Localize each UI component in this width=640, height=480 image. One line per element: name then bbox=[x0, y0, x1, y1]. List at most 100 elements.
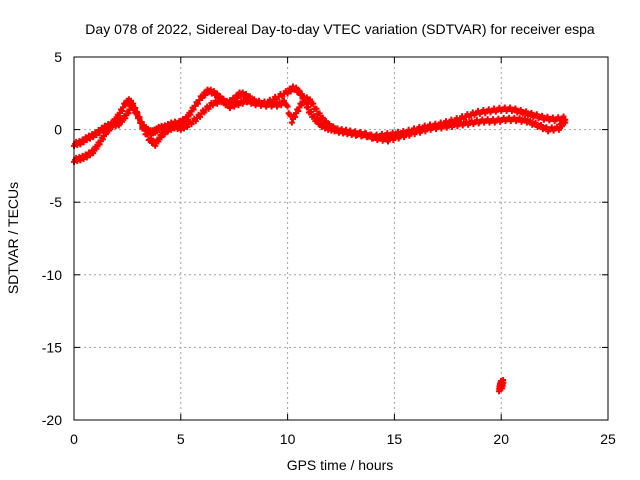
data-point bbox=[549, 114, 556, 121]
data-point bbox=[500, 379, 507, 386]
data-point bbox=[323, 118, 330, 125]
data-point bbox=[539, 112, 546, 119]
data-point bbox=[303, 94, 310, 101]
data-point bbox=[383, 134, 390, 141]
data-point bbox=[372, 133, 379, 140]
data-point bbox=[517, 106, 524, 113]
data-point bbox=[99, 136, 106, 143]
data-point bbox=[152, 142, 159, 149]
data-point bbox=[512, 105, 519, 112]
data-point bbox=[473, 117, 480, 124]
data-point bbox=[516, 115, 523, 122]
data-point bbox=[491, 105, 498, 112]
data-point bbox=[119, 108, 126, 115]
data-point bbox=[296, 87, 303, 94]
data-point bbox=[394, 128, 401, 135]
data-point bbox=[400, 128, 407, 135]
data-point bbox=[378, 130, 385, 137]
data-point bbox=[389, 129, 396, 136]
data-point bbox=[130, 104, 137, 111]
x-tick-label: 25 bbox=[600, 431, 616, 447]
x-tick-label: 15 bbox=[387, 431, 403, 447]
y-tick-label: -20 bbox=[42, 412, 62, 428]
data-point bbox=[292, 113, 299, 120]
y-tick-label: 0 bbox=[54, 122, 62, 138]
x-tick-label: 5 bbox=[177, 431, 185, 447]
data-point bbox=[511, 114, 518, 121]
data-point bbox=[242, 90, 249, 97]
data-point bbox=[496, 104, 503, 111]
data-point bbox=[533, 111, 540, 118]
data-point bbox=[377, 134, 384, 141]
data-point bbox=[507, 104, 514, 111]
series-2 bbox=[71, 94, 569, 165]
data-point bbox=[221, 97, 228, 104]
data-point bbox=[141, 125, 148, 132]
data-point bbox=[468, 117, 475, 124]
data-point bbox=[93, 145, 100, 152]
data-point bbox=[147, 135, 154, 142]
chart-title: Day 078 of 2022, Sidereal Day-to-day VTE… bbox=[85, 21, 595, 37]
data-point bbox=[187, 111, 194, 118]
data-point bbox=[523, 108, 530, 115]
x-tick-label: 20 bbox=[493, 431, 509, 447]
data-point bbox=[548, 124, 555, 131]
data-point bbox=[562, 119, 569, 126]
data-point bbox=[463, 118, 470, 125]
y-tick-label: -10 bbox=[42, 267, 62, 283]
data-point bbox=[543, 124, 550, 131]
x-tick-label: 10 bbox=[280, 431, 296, 447]
data-point bbox=[197, 113, 204, 120]
data-point bbox=[425, 123, 432, 130]
data-point bbox=[90, 150, 97, 157]
data-point bbox=[295, 108, 302, 115]
x-axis-label: GPS time / hours bbox=[287, 457, 394, 473]
data-point bbox=[457, 119, 464, 126]
y-tick-label: -5 bbox=[50, 194, 63, 210]
data-point bbox=[431, 122, 438, 129]
data-point bbox=[314, 116, 321, 123]
data-point bbox=[144, 131, 151, 138]
data-point bbox=[311, 113, 318, 120]
data-point bbox=[281, 97, 288, 104]
y-axis-label: SDTVAR / TECUs bbox=[5, 182, 21, 294]
data-point bbox=[532, 119, 539, 126]
data-point bbox=[544, 113, 551, 120]
data-point bbox=[356, 129, 363, 136]
data-point bbox=[485, 106, 492, 113]
data-point bbox=[384, 130, 391, 137]
data-point bbox=[528, 109, 535, 116]
data-point bbox=[522, 115, 529, 122]
data-point bbox=[500, 114, 507, 121]
data-point bbox=[210, 88, 217, 95]
data-point bbox=[330, 123, 337, 130]
data-point bbox=[506, 114, 513, 121]
data-point bbox=[305, 104, 312, 111]
data-point bbox=[214, 90, 221, 97]
plot-area bbox=[71, 83, 569, 395]
data-point bbox=[319, 114, 326, 121]
data-point bbox=[555, 114, 562, 121]
data-point bbox=[298, 102, 305, 109]
y-tick-label: 5 bbox=[54, 49, 62, 65]
data-point bbox=[293, 84, 300, 91]
data-point bbox=[367, 131, 374, 138]
data-point bbox=[138, 120, 145, 127]
data-point bbox=[436, 122, 443, 129]
data-point bbox=[96, 141, 103, 148]
data-point bbox=[261, 99, 268, 106]
plot-frame bbox=[73, 56, 609, 421]
data-point bbox=[475, 107, 482, 114]
data-point bbox=[527, 117, 534, 124]
x-tick-label: 0 bbox=[70, 431, 78, 447]
data-point bbox=[447, 120, 454, 127]
data-point bbox=[479, 116, 486, 123]
data-point bbox=[266, 100, 273, 107]
data-point bbox=[361, 130, 368, 137]
data-point bbox=[326, 120, 333, 127]
data-point bbox=[484, 116, 491, 123]
data-point bbox=[495, 115, 502, 122]
data-point bbox=[155, 138, 162, 145]
data-point bbox=[538, 121, 545, 128]
